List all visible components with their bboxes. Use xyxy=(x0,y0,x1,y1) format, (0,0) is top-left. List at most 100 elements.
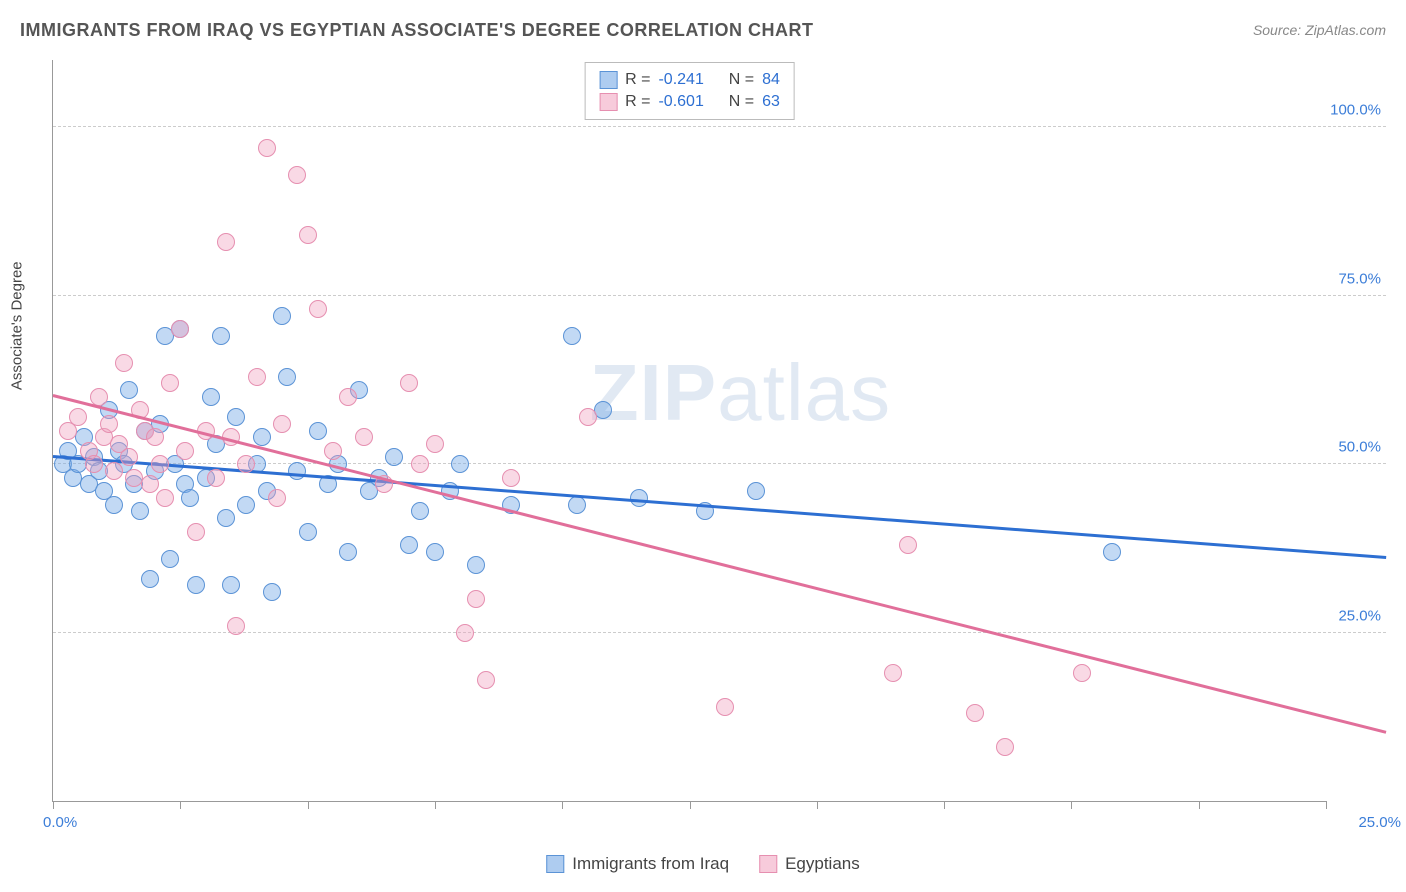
x-tick xyxy=(817,801,818,809)
y-axis-title: Associate's Degree xyxy=(9,261,26,390)
stats-row: R =-0.601 N =63 xyxy=(599,91,780,113)
y-tick-label: 25.0% xyxy=(1338,607,1381,624)
x-tick xyxy=(1199,801,1200,809)
data-point-egypt xyxy=(299,226,317,244)
n-value: 63 xyxy=(762,93,780,111)
data-point-egypt xyxy=(187,523,205,541)
x-tick xyxy=(562,801,563,809)
legend-item-pink: Egyptians xyxy=(759,854,860,874)
source-attribution: Source: ZipAtlas.com xyxy=(1253,22,1386,38)
data-point-iraq xyxy=(563,327,581,345)
data-point-iraq xyxy=(237,496,255,514)
data-point-egypt xyxy=(309,300,327,318)
legend-label: Immigrants from Iraq xyxy=(572,854,729,874)
data-point-egypt xyxy=(258,139,276,157)
legend-swatch-pink xyxy=(759,855,777,873)
data-point-egypt xyxy=(120,448,138,466)
watermark: ZIPatlas xyxy=(590,347,891,439)
data-point-iraq xyxy=(161,550,179,568)
x-axis-max-label: 25.0% xyxy=(1358,814,1401,831)
data-point-iraq xyxy=(202,388,220,406)
n-label: N = xyxy=(729,93,754,111)
data-point-iraq xyxy=(339,543,357,561)
data-point-iraq xyxy=(1103,543,1121,561)
gridline xyxy=(53,632,1386,633)
data-point-iraq xyxy=(747,482,765,500)
data-point-egypt xyxy=(467,590,485,608)
data-point-egypt xyxy=(156,489,174,507)
data-point-egypt xyxy=(899,536,917,554)
x-tick xyxy=(180,801,181,809)
data-point-egypt xyxy=(400,374,418,392)
data-point-iraq xyxy=(411,502,429,520)
data-point-egypt xyxy=(339,388,357,406)
n-label: N = xyxy=(729,71,754,89)
y-tick-label: 100.0% xyxy=(1330,102,1381,119)
data-point-iraq xyxy=(131,502,149,520)
data-point-egypt xyxy=(207,469,225,487)
data-point-iraq xyxy=(309,422,327,440)
legend-item-blue: Immigrants from Iraq xyxy=(546,854,729,874)
data-point-iraq xyxy=(212,327,230,345)
r-label: R = xyxy=(625,71,650,89)
r-label: R = xyxy=(625,93,650,111)
legend-label: Egyptians xyxy=(785,854,860,874)
series-legend: Immigrants from Iraq Egyptians xyxy=(546,854,859,874)
data-point-egypt xyxy=(176,442,194,460)
data-point-egypt xyxy=(966,704,984,722)
x-tick xyxy=(435,801,436,809)
data-point-iraq xyxy=(273,307,291,325)
data-point-egypt xyxy=(161,374,179,392)
data-point-iraq xyxy=(181,489,199,507)
data-point-iraq xyxy=(222,576,240,594)
data-point-iraq xyxy=(426,543,444,561)
legend-swatch-blue xyxy=(546,855,564,873)
data-point-egypt xyxy=(502,469,520,487)
data-point-egypt xyxy=(69,408,87,426)
data-point-iraq xyxy=(299,523,317,541)
y-tick-label: 75.0% xyxy=(1338,270,1381,287)
data-point-iraq xyxy=(105,496,123,514)
data-point-egypt xyxy=(146,428,164,446)
data-point-egypt xyxy=(151,455,169,473)
data-point-iraq xyxy=(568,496,586,514)
n-value: 84 xyxy=(762,71,780,89)
data-point-iraq xyxy=(385,448,403,466)
data-point-iraq xyxy=(278,368,296,386)
legend-swatch-pink xyxy=(599,93,617,111)
data-point-egypt xyxy=(1073,664,1091,682)
stats-legend-box: R =-0.241 N =84R =-0.601 N =63 xyxy=(584,62,795,120)
data-point-iraq xyxy=(263,583,281,601)
legend-swatch-blue xyxy=(599,71,617,89)
chart-area: Associate's Degree ZIPatlas R =-0.241 N … xyxy=(52,60,1386,832)
gridline xyxy=(53,126,1386,127)
data-point-iraq xyxy=(187,576,205,594)
plot-region: ZIPatlas R =-0.241 N =84R =-0.601 N =63 … xyxy=(52,60,1326,802)
data-point-egypt xyxy=(996,738,1014,756)
data-point-egypt xyxy=(716,698,734,716)
x-tick xyxy=(944,801,945,809)
x-tick xyxy=(1071,801,1072,809)
data-point-egypt xyxy=(141,475,159,493)
data-point-iraq xyxy=(120,381,138,399)
data-point-egypt xyxy=(268,489,286,507)
data-point-iraq xyxy=(630,489,648,507)
x-tick xyxy=(308,801,309,809)
data-point-iraq xyxy=(217,509,235,527)
data-point-egypt xyxy=(85,455,103,473)
data-point-egypt xyxy=(237,455,255,473)
data-point-egypt xyxy=(217,233,235,251)
data-point-iraq xyxy=(227,408,245,426)
data-point-iraq xyxy=(467,556,485,574)
data-point-egypt xyxy=(355,428,373,446)
regression-line-egypt xyxy=(53,394,1387,733)
chart-title: IMMIGRANTS FROM IRAQ VS EGYPTIAN ASSOCIA… xyxy=(20,20,813,41)
data-point-egypt xyxy=(426,435,444,453)
x-tick xyxy=(1326,801,1327,809)
data-point-egypt xyxy=(248,368,266,386)
data-point-egypt xyxy=(579,408,597,426)
y-tick-label: 50.0% xyxy=(1338,439,1381,456)
gridline xyxy=(53,295,1386,296)
data-point-iraq xyxy=(141,570,159,588)
data-point-egypt xyxy=(227,617,245,635)
